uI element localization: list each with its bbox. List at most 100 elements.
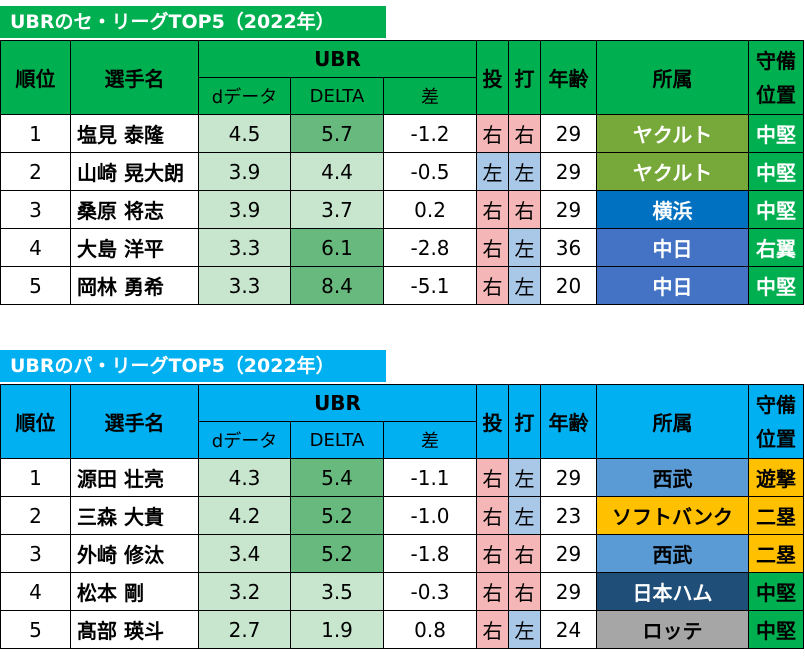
central-league-title: UBRのセ・リーグTOP5（2022年） xyxy=(0,6,386,38)
position-badge: 中堅 xyxy=(748,114,805,153)
player-name: 髙部 瑛斗 xyxy=(70,610,199,649)
header-position-line1: 守備 xyxy=(756,48,797,73)
player-name: 源田 壮亮 xyxy=(70,458,199,497)
d-data-value: 3.9 xyxy=(198,190,291,229)
header-diff: 差 xyxy=(382,77,478,115)
throwing-hand: 右 xyxy=(476,572,510,611)
header-team: 所属 xyxy=(596,40,750,115)
player-name: 塩見 泰隆 xyxy=(70,114,199,153)
rank-cell: 4 xyxy=(0,572,71,611)
age-cell: 29 xyxy=(540,152,598,191)
diff-value: -1.1 xyxy=(382,458,478,497)
position-badge: 右翼 xyxy=(748,228,805,267)
throwing-hand: 右 xyxy=(476,496,510,535)
team-badge: ヤクルト xyxy=(596,114,750,153)
delta-value: 3.7 xyxy=(290,190,384,229)
team-badge: 日本ハム xyxy=(596,572,750,611)
pacific-league-section: UBRのパ・リーグTOP5（2022年） 順位 選手名 UBR 投打年齢 所属 守備 位置 d… xyxy=(0,344,805,657)
header-player-name: 選手名 xyxy=(70,40,199,115)
d-data-value: 3.9 xyxy=(198,152,291,191)
delta-value: 3.5 xyxy=(290,572,384,611)
rank-cell: 1 xyxy=(0,458,71,497)
team-badge: ロッテ xyxy=(596,610,750,649)
team-badge: 中日 xyxy=(596,266,750,305)
batting-hand: 右 xyxy=(508,534,542,573)
throwing-hand: 右 xyxy=(476,228,510,267)
throwing-hand: 右 xyxy=(476,190,510,229)
batting-hand: 右 xyxy=(508,114,542,153)
table-row: 4 松本 剛 3.2 3.5 -0.3 右右 29 日本ハム 中堅 xyxy=(0,572,805,611)
delta-value: 4.4 xyxy=(290,152,384,191)
header-throw: 投 xyxy=(476,40,510,115)
throwing-hand: 右 xyxy=(476,114,510,153)
diff-value: -1.8 xyxy=(382,534,478,573)
position-badge: 中堅 xyxy=(748,190,805,229)
position-badge: 遊撃 xyxy=(748,458,805,497)
position-badge: 中堅 xyxy=(748,266,805,305)
position-badge: 中堅 xyxy=(748,610,805,649)
header-delta: DELTA xyxy=(290,421,384,459)
table-row: 5 岡林 勇希 3.3 8.4 -5.1 右左 20 中日 中堅 xyxy=(0,266,805,305)
header-position: 守備 位置 xyxy=(748,384,805,459)
diff-value: 0.2 xyxy=(382,190,478,229)
header-age: 年齢 xyxy=(540,40,598,115)
age-cell: 29 xyxy=(540,114,598,153)
player-name: 山崎 晃大朗 xyxy=(70,152,199,191)
table-row: 1 塩見 泰隆 4.5 5.7 -1.2 右右 29 ヤクルト 中堅 xyxy=(0,114,805,153)
batting-hand: 左 xyxy=(508,610,542,649)
position-badge: 中堅 xyxy=(748,152,805,191)
team-badge: 西武 xyxy=(596,534,750,573)
pacific-league-title: UBRのパ・リーグTOP5（2022年） xyxy=(0,350,386,382)
throwing-hand: 右 xyxy=(476,534,510,573)
delta-value: 8.4 xyxy=(290,266,384,305)
d-data-value: 4.2 xyxy=(198,496,291,535)
header-d-data: dデータ xyxy=(198,77,291,115)
header-age: 年齢 xyxy=(540,384,598,459)
batting-hand: 右 xyxy=(508,190,542,229)
batting-hand: 左 xyxy=(508,496,542,535)
throwing-hand: 右 xyxy=(476,610,510,649)
team-badge: ヤクルト xyxy=(596,152,750,191)
header-d-data: dデータ xyxy=(198,421,291,459)
rank-cell: 5 xyxy=(0,266,71,305)
pacific-league-table: 順位 選手名 UBR 投打年齢 所属 守備 位置 dデータ DELTA 差 1 源田 壮亮 4.3 5.4… xyxy=(0,384,805,649)
header-rank: 順位 xyxy=(0,384,71,459)
d-data-value: 3.4 xyxy=(198,534,291,573)
player-name: 岡林 勇希 xyxy=(70,266,199,305)
header-position-line1: 守備 xyxy=(756,392,797,417)
age-cell: 29 xyxy=(540,534,598,573)
header-position-line2: 位置 xyxy=(756,426,797,451)
header-rank: 順位 xyxy=(0,40,71,115)
d-data-value: 4.5 xyxy=(198,114,291,153)
header-throw: 投 xyxy=(476,384,510,459)
position-badge: 中堅 xyxy=(748,572,805,611)
delta-value: 5.7 xyxy=(290,114,384,153)
age-cell: 20 xyxy=(540,266,598,305)
diff-value: 0.8 xyxy=(382,610,478,649)
header-team: 所属 xyxy=(596,384,750,459)
diff-value: -5.1 xyxy=(382,266,478,305)
position-badge: 二塁 xyxy=(748,534,805,573)
header-bat: 打 xyxy=(508,40,542,115)
delta-value: 6.1 xyxy=(290,228,384,267)
age-cell: 36 xyxy=(540,228,598,267)
age-cell: 29 xyxy=(540,458,598,497)
d-data-value: 2.7 xyxy=(198,610,291,649)
rank-cell: 2 xyxy=(0,152,71,191)
batting-hand: 左 xyxy=(508,266,542,305)
rank-cell: 4 xyxy=(0,228,71,267)
player-name: 松本 剛 xyxy=(70,572,199,611)
delta-value: 5.2 xyxy=(290,496,384,535)
delta-value: 1.9 xyxy=(290,610,384,649)
table-row: 2 山崎 晃大朗 3.9 4.4 -0.5 左左 29 ヤクルト 中堅 xyxy=(0,152,805,191)
header-position: 守備 位置 xyxy=(748,40,805,115)
diff-value: -1.0 xyxy=(382,496,478,535)
table-row: 3 外崎 修汰 3.4 5.2 -1.8 右右 29 西武 二塁 xyxy=(0,534,805,573)
table-row: 4 大島 洋平 3.3 6.1 -2.8 右左 36 中日 右翼 xyxy=(0,228,805,267)
table-row: 2 三森 大貴 4.2 5.2 -1.0 右左 23 ソフトバンク 二塁 xyxy=(0,496,805,535)
rank-cell: 3 xyxy=(0,190,71,229)
table-row: 5 髙部 瑛斗 2.7 1.9 0.8 右左 24 ロッテ 中堅 xyxy=(0,610,805,649)
d-data-value: 4.3 xyxy=(198,458,291,497)
player-name: 桑原 将志 xyxy=(70,190,199,229)
header-delta: DELTA xyxy=(290,77,384,115)
